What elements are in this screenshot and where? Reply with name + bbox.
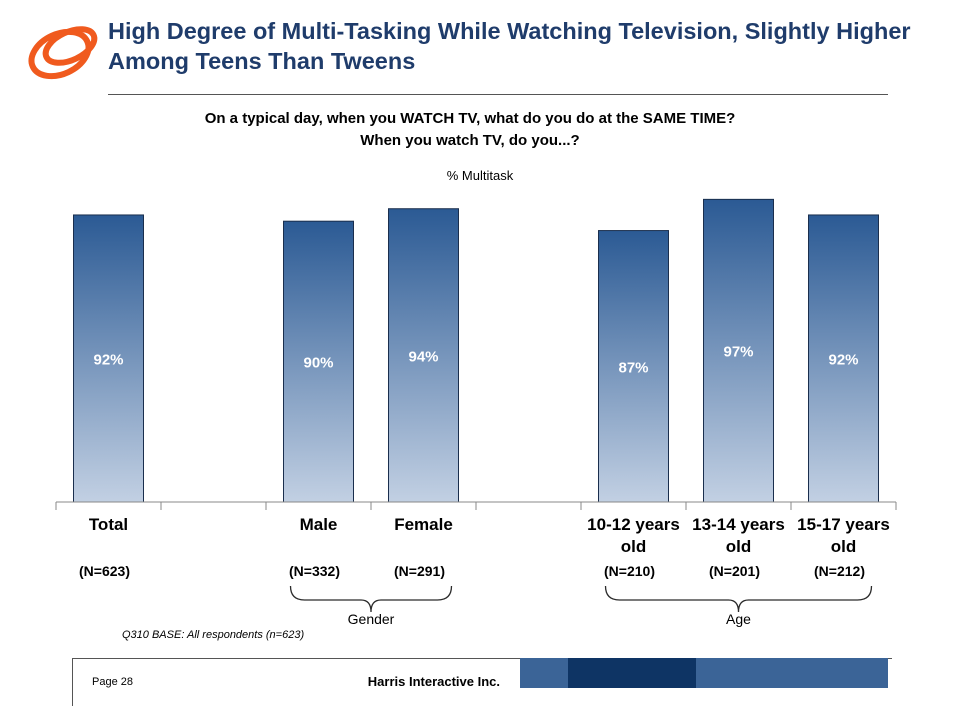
survey-question: On a typical day, when you WATCH TV, wha… xyxy=(60,108,880,152)
footer-band-light-right xyxy=(696,658,888,688)
orange-ring-logo-icon xyxy=(28,26,98,80)
sample-size-label: (N=210) xyxy=(604,563,655,579)
sample-size-label: (N=623) xyxy=(79,563,130,579)
page-title: High Degree of Multi-Tasking While Watch… xyxy=(108,18,911,74)
category-label: old xyxy=(621,537,647,556)
bar xyxy=(703,198,774,503)
page-number: Page 28 xyxy=(92,676,133,688)
category-label: Total xyxy=(89,515,128,534)
category-label: Male xyxy=(300,515,338,534)
company-name: Harris Interactive Inc. xyxy=(367,674,500,689)
category-label: 15-17 years xyxy=(797,515,890,534)
footer-divider xyxy=(72,658,892,659)
category-label: old xyxy=(831,537,857,556)
bar-value-label: 90% xyxy=(303,355,333,372)
bar xyxy=(388,208,459,503)
category-label: old xyxy=(726,537,752,556)
bar-value-label: 87% xyxy=(618,359,648,376)
bar-value-label: 97% xyxy=(723,344,753,361)
bar-value-label: 92% xyxy=(828,351,858,368)
y-axis-label: % Multitask xyxy=(447,168,514,183)
bar xyxy=(598,230,669,503)
bar xyxy=(73,214,144,503)
footer-left-edge xyxy=(72,658,73,706)
category-label: Female xyxy=(394,515,453,534)
group-label: Age xyxy=(726,611,751,627)
sample-size-label: (N=291) xyxy=(394,563,445,579)
bar-chart: % Multitask 92% Total (N=623) 90% Male (N=332)… xyxy=(55,168,897,627)
category-label: 10-12 years xyxy=(587,515,680,534)
group-brace xyxy=(289,585,453,613)
footer-band-dark xyxy=(568,658,696,688)
base-note: Q310 BASE: All respondents (n=623) xyxy=(122,629,305,641)
category-label: 13-14 years xyxy=(692,515,785,534)
sample-size-label: (N=332) xyxy=(289,563,340,579)
bar-value-label: 94% xyxy=(408,348,438,365)
group-brace xyxy=(604,585,873,613)
question-line-2: When you watch TV, do you...? xyxy=(360,132,580,149)
bar xyxy=(808,214,879,503)
title-divider xyxy=(108,94,888,95)
footer-band-light xyxy=(520,658,568,688)
group-label: Gender xyxy=(348,611,395,627)
sample-size-label: (N=201) xyxy=(709,563,760,579)
sample-size-label: (N=212) xyxy=(814,563,865,579)
bar-value-label: 92% xyxy=(93,351,123,368)
question-line-1: On a typical day, when you WATCH TV, wha… xyxy=(204,110,736,127)
bar xyxy=(283,220,354,503)
